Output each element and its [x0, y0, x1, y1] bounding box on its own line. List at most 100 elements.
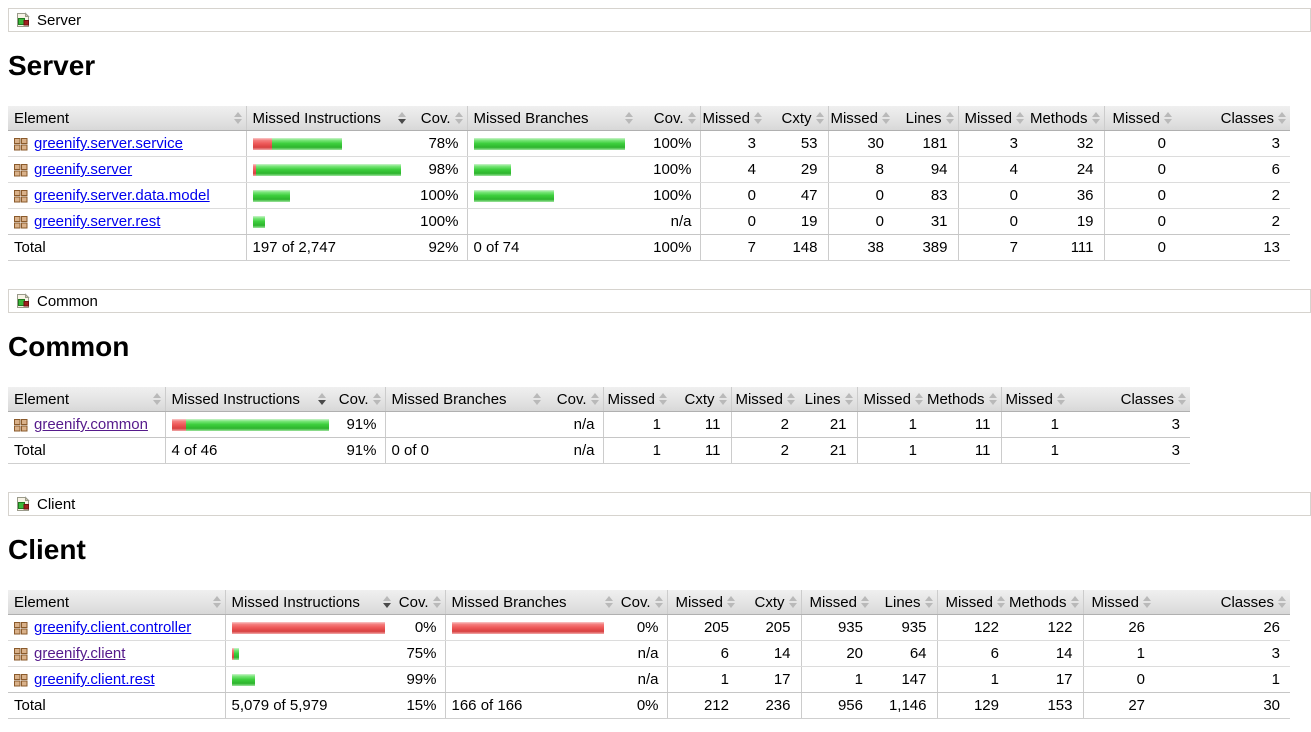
column-header-missed[interactable]: Missed — [1000, 387, 1069, 412]
column-header-cov[interactable]: Cov. — [410, 106, 467, 131]
table-row: greenify.server 98% 100% 4 29 8 94 4 24 … — [8, 156, 1290, 183]
cxty: 19 — [766, 208, 828, 235]
total-instructions: 5,079 of 5,979 — [224, 692, 395, 719]
sort-icon — [383, 596, 391, 608]
breadcrumb: Common — [8, 289, 1311, 313]
instructions-coverage-bar — [171, 419, 329, 432]
package-link[interactable]: greenify.server — [34, 161, 133, 178]
package-icon — [13, 646, 29, 662]
column-header-element[interactable]: Element — [8, 387, 165, 412]
column-header-missed[interactable]: Missed — [1103, 106, 1176, 131]
package-icon — [13, 214, 29, 230]
classes: 3 — [1155, 640, 1290, 667]
column-header-missed-instructions[interactable]: Missed Instructions — [224, 590, 395, 615]
missed-classes: 1 — [1000, 411, 1069, 438]
package-link[interactable]: greenify.server.rest — [34, 213, 161, 230]
branches-coverage-bar — [473, 164, 511, 177]
column-header-missed[interactable]: Missed — [856, 387, 927, 412]
missed-classes: 0 — [1103, 182, 1176, 209]
cxty: 11 — [671, 411, 731, 438]
sort-icon — [590, 393, 599, 405]
classes: 3 — [1176, 130, 1290, 157]
column-header-lines[interactable]: Lines — [799, 387, 857, 412]
column-header-missed[interactable]: Missed — [800, 590, 873, 615]
column-header-element[interactable]: Element — [8, 590, 225, 615]
lines: 935 — [873, 614, 937, 641]
sort-icon — [882, 112, 890, 124]
package-link[interactable]: greenify.server.service — [34, 135, 183, 152]
sort-icon — [1143, 596, 1151, 608]
coverage-table: Element Missed Instructions Cov. Missed … — [8, 590, 1290, 719]
column-header-element[interactable]: Element — [8, 106, 246, 131]
missed-cxty: 3 — [699, 130, 766, 157]
column-header-classes[interactable]: Classes — [1176, 106, 1290, 131]
column-header-missed-branches[interactable]: Missed Branches — [466, 106, 637, 131]
column-header-cxty[interactable]: Cxty — [766, 106, 828, 131]
column-header-classes[interactable]: Classes — [1155, 590, 1290, 615]
column-header-cov[interactable]: Cov. — [637, 106, 700, 131]
column-header-cxty[interactable]: Cxty — [739, 590, 801, 615]
package-link[interactable]: greenify.client.controller — [34, 619, 192, 636]
lines: 21 — [799, 411, 857, 438]
missed-cxty: 0 — [699, 208, 766, 235]
column-header-methods[interactable]: Methods — [1009, 590, 1083, 615]
branches-coverage-bar — [473, 190, 554, 203]
branch-cov-value: 100% — [637, 130, 700, 157]
package-link[interactable]: greenify.client — [34, 645, 126, 662]
column-header-missed[interactable]: Missed — [1082, 590, 1155, 615]
breadcrumb: Client — [8, 492, 1311, 516]
missed-classes: 0 — [1103, 208, 1176, 235]
instr-cov-value: 100% — [410, 208, 467, 235]
sort-icon — [1178, 393, 1186, 405]
column-header-missed-branches[interactable]: Missed Branches — [444, 590, 617, 615]
instructions-coverage-bar — [231, 648, 239, 661]
instr-cov-value: 0% — [395, 614, 445, 641]
column-header-cov[interactable]: Cov. — [545, 387, 603, 412]
column-header-missed[interactable]: Missed — [602, 387, 671, 412]
table-row: greenify.client 75% n/a 6 14 20 64 6 14 … — [8, 640, 1290, 667]
column-header-lines[interactable]: Lines — [873, 590, 937, 615]
methods: 32 — [1028, 130, 1104, 157]
package-link[interactable]: greenify.common — [34, 416, 148, 433]
lines: 94 — [894, 156, 958, 183]
column-header-missed-instructions[interactable]: Missed Instructions — [245, 106, 410, 131]
breadcrumb-label: Server — [37, 11, 82, 29]
column-header-lines[interactable]: Lines — [894, 106, 958, 131]
missed-cxty: 205 — [666, 614, 739, 641]
column-header-missed[interactable]: Missed — [957, 106, 1028, 131]
classes: 26 — [1155, 614, 1290, 641]
column-header-missed[interactable]: Missed — [666, 590, 739, 615]
instr-cov-value: 100% — [410, 182, 467, 209]
package-link[interactable]: greenify.client.rest — [34, 671, 155, 688]
section-client: Client Client Element Missed Instruction… — [0, 492, 1311, 719]
instructions-coverage-bar — [252, 138, 342, 151]
column-header-cov[interactable]: Cov. — [395, 590, 445, 615]
lines: 147 — [873, 666, 937, 693]
sort-icon — [788, 596, 797, 608]
report-icon — [15, 293, 31, 309]
column-header-cov[interactable]: Cov. — [330, 387, 385, 412]
lines: 83 — [894, 182, 958, 209]
column-header-missed[interactable]: Missed — [827, 106, 894, 131]
column-header-classes[interactable]: Classes — [1069, 387, 1190, 412]
sort-icon — [945, 112, 954, 124]
sort-icon — [754, 112, 762, 124]
column-header-cov[interactable]: Cov. — [617, 590, 667, 615]
missed-cxty: 0 — [699, 182, 766, 209]
column-header-cxty[interactable]: Cxty — [671, 387, 731, 412]
column-header-missed[interactable]: Missed — [699, 106, 766, 131]
sort-icon — [844, 393, 853, 405]
missed-lines: 1 — [800, 666, 873, 693]
column-header-missed[interactable]: Missed — [936, 590, 1009, 615]
methods: 17 — [1009, 666, 1083, 693]
column-header-missed[interactable]: Missed — [730, 387, 799, 412]
column-header-missed-branches[interactable]: Missed Branches — [384, 387, 545, 412]
package-link[interactable]: greenify.server.data.model — [34, 187, 210, 204]
column-header-methods[interactable]: Methods — [1028, 106, 1104, 131]
methods: 19 — [1028, 208, 1104, 235]
classes: 2 — [1176, 182, 1290, 209]
total-branches: 0 of 74 — [466, 234, 637, 261]
total-row: Total 4 of 46 91% 0 of 0 n/a 1 11 2 21 1… — [8, 437, 1190, 464]
column-header-missed-instructions[interactable]: Missed Instructions — [164, 387, 330, 412]
column-header-methods[interactable]: Methods — [927, 387, 1001, 412]
